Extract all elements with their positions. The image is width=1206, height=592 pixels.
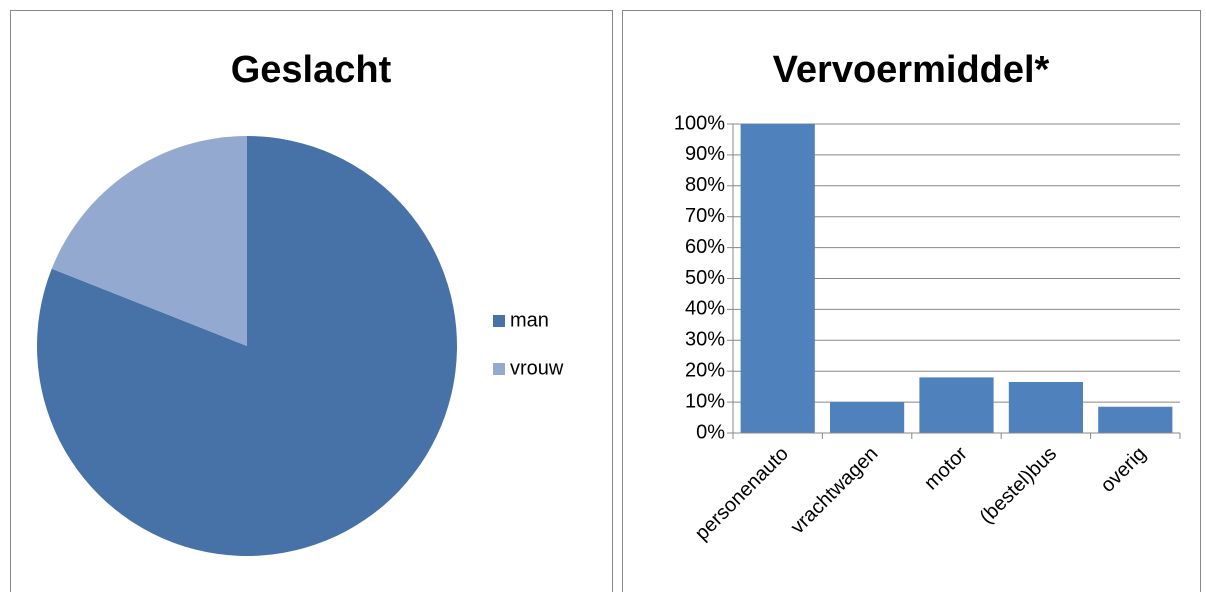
bar: [919, 377, 994, 433]
bar: [740, 124, 815, 433]
legend-swatch: [493, 315, 505, 327]
legend-swatch: [493, 363, 505, 375]
y-tick-label: 30%: [685, 329, 725, 351]
y-tick-label: 50%: [685, 267, 725, 289]
y-tick-label: 90%: [685, 143, 725, 165]
y-tick-label: 80%: [685, 174, 725, 196]
bar: [1098, 406, 1173, 433]
y-tick-label: 0%: [696, 421, 725, 443]
bar: [1008, 382, 1084, 433]
pie-slice: [36, 136, 457, 556]
y-tick-label: 10%: [685, 390, 725, 412]
y-tick-label: 100%: [674, 112, 725, 134]
legend-label: vrouw: [510, 357, 564, 379]
pie-slice: [51, 136, 248, 346]
bar-panel: [622, 10, 1201, 592]
y-tick-label: 70%: [685, 205, 725, 227]
legend-label: man: [510, 309, 549, 331]
y-tick-label: 60%: [685, 236, 725, 258]
pie-title: Geslacht: [231, 49, 392, 91]
bar-title: Vervoermiddel*: [773, 49, 1050, 91]
y-tick-label: 40%: [685, 298, 725, 320]
bar: [829, 402, 905, 433]
y-tick-label: 20%: [685, 359, 725, 381]
